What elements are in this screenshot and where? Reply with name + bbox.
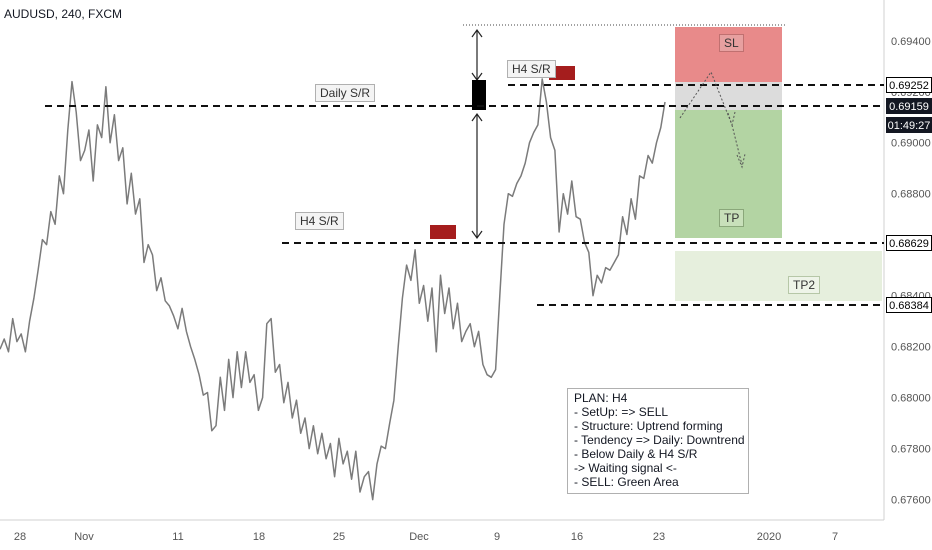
x-tick-label: 23 (653, 531, 665, 543)
price-series-line (0, 78, 666, 501)
y-tick-label: 0.67800 (891, 444, 931, 456)
plan-line-4: - Tendency => Daily: Downtrend (574, 433, 745, 447)
range-arrow-up (471, 28, 483, 82)
trade-plan-box: PLAN: H4 - SetUp: => SELL - Structure: U… (567, 388, 749, 494)
x-tick-label: Dec (409, 531, 429, 543)
plan-line-1: PLAN: H4 (574, 391, 628, 405)
plan-line-7: - SELL: Green Area (574, 475, 679, 489)
daily-sr-label: Daily S/R (315, 84, 376, 102)
chart-title: AUDUSD, 240, FXCM (4, 7, 123, 21)
y-tick-label: 0.68000 (891, 393, 931, 405)
price-tag-current: 0.69159 (886, 98, 932, 114)
sl-label: SL (719, 34, 744, 52)
time-axis[interactable]: 28 Nov 11 18 25 Dec 9 16 23 2020 7 (14, 531, 838, 543)
plan-line-5: - Below Daily & H4 S/R (574, 447, 698, 461)
x-tick-label: 11 (172, 531, 183, 543)
price-tag-level-3: 0.68384 (886, 297, 932, 313)
plan-line-6: -> Waiting signal <- (574, 461, 677, 475)
tp2-label: TP2 (788, 276, 821, 294)
entry-zone (675, 82, 782, 110)
range-arrow-down (471, 112, 483, 240)
h4-sr-lower-label: H4 S/R (295, 212, 344, 230)
y-tick-label: 0.67600 (891, 495, 931, 507)
h4-sr-upper-label: H4 S/R (507, 60, 556, 78)
x-tick-label: 2020 (757, 531, 781, 543)
price-tag-level-2: 0.68629 (886, 235, 932, 251)
y-tick-label: 0.69000 (891, 138, 931, 150)
y-tick-label: 0.69400 (891, 36, 931, 48)
x-tick-label: 9 (494, 531, 500, 543)
x-tick-label: 16 (571, 531, 583, 543)
tp2-zone (675, 251, 882, 301)
plan-line-3: - Structure: Uptrend forming (574, 419, 723, 433)
x-tick-label: 28 (14, 531, 26, 543)
price-tag-level-1: 0.69252 (886, 77, 932, 93)
projected-path-arrow (679, 70, 746, 169)
price-tag-countdown: 01:49:27 (886, 117, 932, 133)
x-tick-label: 25 (333, 531, 345, 543)
y-tick-label: 0.68200 (891, 342, 931, 354)
daily-marker-block (472, 80, 486, 110)
y-tick-label: 0.68800 (891, 189, 931, 201)
x-tick-label: 7 (832, 531, 838, 543)
h4-lower-marker (430, 225, 456, 239)
tp-label: TP (719, 209, 745, 227)
plan-line-2: - SetUp: => SELL (574, 405, 669, 419)
x-tick-label: Nov (74, 531, 94, 543)
x-tick-label: 18 (253, 531, 265, 543)
